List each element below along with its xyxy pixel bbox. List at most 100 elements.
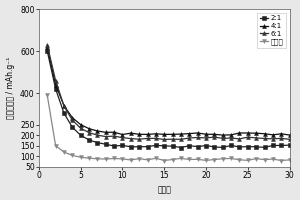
未处理 — [271, 158, 275, 160]
6:1 — [221, 137, 224, 140]
2:1 — [62, 112, 66, 114]
2:1 — [279, 144, 283, 147]
4:1 — [254, 132, 258, 134]
未处理 — [188, 158, 191, 161]
4:1 — [221, 134, 224, 136]
未处理 — [96, 158, 99, 160]
2:1 — [96, 141, 99, 144]
2:1 — [54, 88, 57, 90]
6:1 — [204, 137, 208, 139]
2:1 — [129, 146, 133, 148]
2:1 — [263, 146, 266, 149]
2:1 — [87, 139, 91, 141]
Line: 2:1: 2:1 — [45, 49, 292, 149]
4:1 — [196, 132, 200, 134]
6:1 — [288, 138, 291, 141]
2:1 — [196, 145, 200, 148]
4:1 — [121, 133, 124, 136]
未处理 — [162, 159, 166, 162]
6:1 — [146, 137, 149, 140]
2:1 — [112, 145, 116, 147]
6:1 — [263, 137, 266, 140]
6:1 — [213, 136, 216, 138]
4:1 — [70, 116, 74, 119]
6:1 — [188, 137, 191, 139]
4:1 — [137, 133, 141, 135]
未处理 — [62, 151, 66, 153]
4:1 — [179, 133, 183, 135]
2:1 — [246, 145, 250, 148]
6:1 — [271, 138, 275, 140]
未处理 — [263, 158, 266, 161]
未处理 — [87, 157, 91, 159]
2:1 — [121, 144, 124, 147]
6:1 — [112, 135, 116, 137]
2:1 — [204, 144, 208, 147]
4:1 — [79, 123, 83, 126]
未处理 — [196, 158, 200, 161]
4:1 — [238, 132, 241, 134]
2:1 — [238, 146, 241, 148]
2:1 — [104, 143, 107, 145]
未处理 — [238, 159, 241, 161]
6:1 — [179, 138, 183, 141]
未处理 — [54, 144, 57, 147]
6:1 — [54, 79, 57, 82]
6:1 — [62, 105, 66, 107]
4:1 — [204, 133, 208, 135]
4:1 — [62, 104, 66, 107]
6:1 — [121, 136, 124, 139]
6:1 — [154, 137, 158, 140]
4:1 — [129, 132, 133, 134]
Line: 4:1: 4:1 — [45, 45, 292, 137]
6:1 — [254, 137, 258, 139]
4:1 — [263, 133, 266, 135]
4:1 — [279, 133, 283, 135]
Line: 6:1: 6:1 — [45, 43, 292, 141]
2:1 — [288, 144, 291, 146]
Legend: 2:1, 4:1, 6:1, 未处理: 2:1, 4:1, 6:1, 未处理 — [257, 13, 286, 48]
未处理 — [104, 158, 107, 160]
未处理 — [70, 154, 74, 157]
2:1 — [229, 144, 233, 147]
2:1 — [154, 144, 158, 147]
2:1 — [188, 145, 191, 147]
2:1 — [137, 146, 141, 148]
4:1 — [146, 133, 149, 136]
4:1 — [213, 133, 216, 136]
6:1 — [279, 137, 283, 140]
未处理 — [221, 158, 224, 160]
未处理 — [213, 158, 216, 161]
6:1 — [171, 138, 174, 140]
2:1 — [70, 126, 74, 128]
4:1 — [171, 133, 174, 136]
4:1 — [112, 131, 116, 133]
4:1 — [288, 134, 291, 136]
X-axis label: 循环数: 循环数 — [157, 185, 171, 194]
2:1 — [254, 146, 258, 148]
未处理 — [154, 157, 158, 159]
6:1 — [196, 136, 200, 139]
4:1 — [46, 46, 49, 48]
6:1 — [238, 138, 241, 140]
4:1 — [246, 132, 250, 134]
6:1 — [162, 138, 166, 141]
未处理 — [246, 159, 250, 162]
未处理 — [112, 157, 116, 160]
6:1 — [104, 135, 107, 138]
2:1 — [46, 50, 49, 52]
6:1 — [46, 44, 49, 46]
2:1 — [79, 134, 83, 137]
2:1 — [146, 145, 149, 148]
6:1 — [96, 134, 99, 136]
6:1 — [246, 136, 250, 138]
未处理 — [204, 159, 208, 162]
未处理 — [146, 159, 149, 161]
未处理 — [171, 158, 174, 161]
4:1 — [87, 127, 91, 130]
未处理 — [46, 94, 49, 96]
2:1 — [271, 144, 275, 147]
6:1 — [129, 137, 133, 140]
未处理 — [79, 156, 83, 158]
2:1 — [221, 146, 224, 149]
